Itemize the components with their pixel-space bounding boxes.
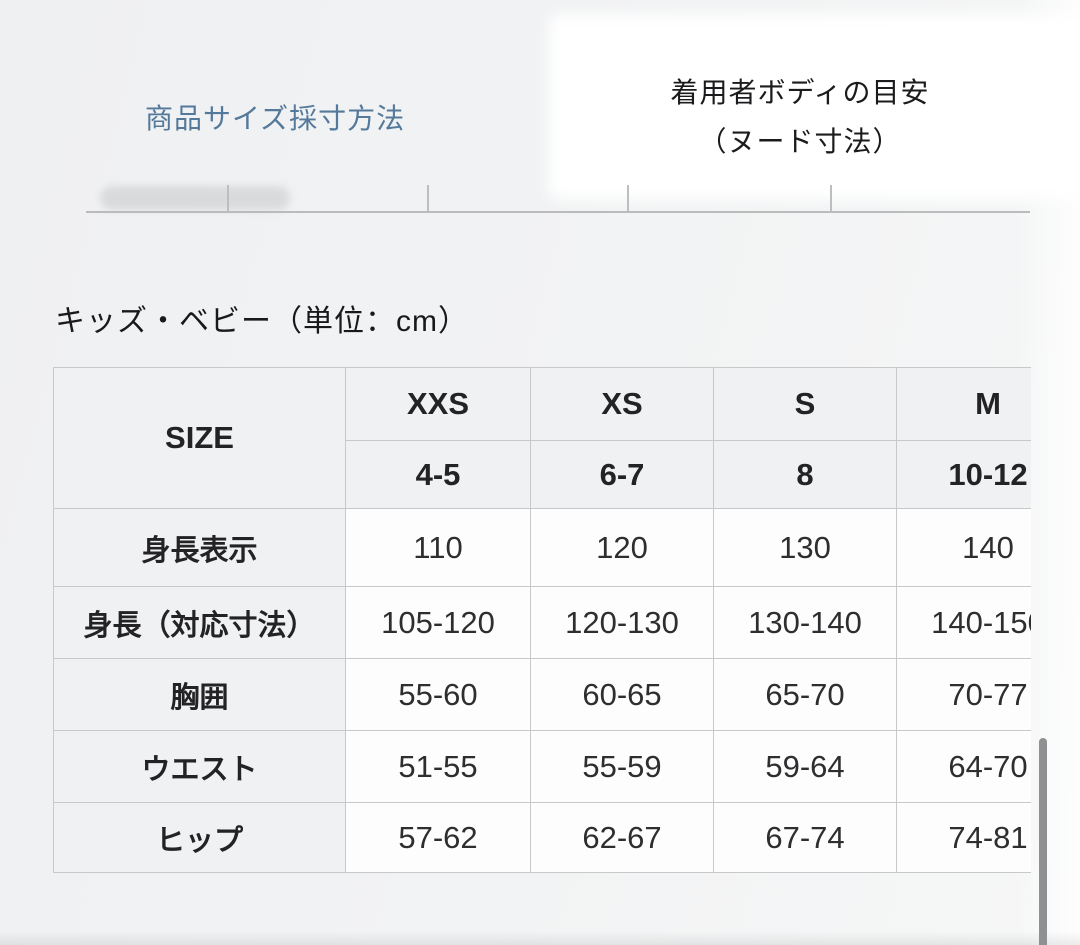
cell-value: 65-70	[713, 658, 897, 731]
col-header-xs: XS	[530, 367, 714, 441]
table-row: ウエスト 51-55 55-59 59-64 64-70	[53, 730, 1031, 803]
col-header-m: M	[896, 367, 1031, 441]
cell-value: 130	[713, 508, 897, 587]
row-label-chest: 胸囲	[53, 658, 346, 731]
cell-value: 51-55	[345, 730, 531, 803]
row-label-height-range: 身長（対応寸法）	[53, 586, 346, 659]
cell-value: 57-62	[345, 802, 531, 873]
table-row: 身長（対応寸法） 105-120 120-130 130-140 140-150	[53, 586, 1031, 659]
cell-value: 140-150	[896, 586, 1031, 659]
cell-value: 64-70	[896, 730, 1031, 803]
row-label-waist: ウエスト	[53, 730, 346, 803]
table-row: 胸囲 55-60 60-65 65-70 70-77	[53, 658, 1031, 731]
previous-table-column-divider	[830, 185, 832, 211]
cell-value: 67-74	[713, 802, 897, 873]
previous-table-blur-artifact	[100, 186, 290, 210]
previous-table-column-divider	[427, 185, 429, 211]
kids-size-table: SIZE XXS XS S M 4-5 6-7 8 10-12 身長表示 110…	[53, 367, 1031, 873]
bottom-shade	[0, 931, 1080, 945]
cell-value: 59-64	[713, 730, 897, 803]
size-corner-header: SIZE	[53, 367, 346, 509]
age-header-m: 10-12	[896, 440, 1031, 509]
tab-product-measurements[interactable]: 商品サイズ採寸方法	[145, 103, 406, 134]
col-header-xxs: XXS	[345, 367, 531, 441]
active-tab-panel	[548, 14, 1080, 200]
cell-value: 110	[345, 508, 531, 587]
cell-value: 55-59	[530, 730, 714, 803]
cell-value: 105-120	[345, 586, 531, 659]
col-header-s: S	[713, 367, 897, 441]
age-header-s: 8	[713, 440, 897, 509]
tab-body-size-line1: 着用者ボディの目安	[670, 77, 930, 108]
previous-table-column-divider	[227, 185, 229, 211]
tab-body-size[interactable]: 着用者ボディの目安 （ヌード寸法）	[600, 68, 1000, 166]
age-header-xs: 6-7	[530, 440, 714, 509]
cell-value: 70-77	[896, 658, 1031, 731]
cell-value: 140	[896, 508, 1031, 587]
cell-value: 120-130	[530, 586, 714, 659]
previous-table-column-divider	[627, 185, 629, 211]
vertical-scrollbar[interactable]	[1039, 738, 1047, 945]
table-row: 身長表示 110 120 130 140	[53, 508, 1031, 587]
cell-value: 130-140	[713, 586, 897, 659]
row-label-height-display: 身長表示	[53, 508, 346, 587]
cell-value: 120	[530, 508, 714, 587]
cell-value: 55-60	[345, 658, 531, 731]
section-title-kids-baby: キッズ・ベビー（単位：cm）	[55, 305, 469, 338]
cell-value: 60-65	[530, 658, 714, 731]
size-table-viewport: SIZE XXS XS S M 4-5 6-7 8 10-12 身長表示 110…	[53, 367, 1031, 874]
tab-body-size-line2: （ヌード寸法）	[698, 126, 902, 157]
previous-table-bottom-border	[86, 211, 1030, 213]
cell-value: 74-81	[896, 802, 1031, 873]
table-row: ヒップ 57-62 62-67 67-74 74-81	[53, 802, 1031, 873]
row-label-hip: ヒップ	[53, 802, 346, 873]
age-header-xxs: 4-5	[345, 440, 531, 509]
cell-value: 62-67	[530, 802, 714, 873]
